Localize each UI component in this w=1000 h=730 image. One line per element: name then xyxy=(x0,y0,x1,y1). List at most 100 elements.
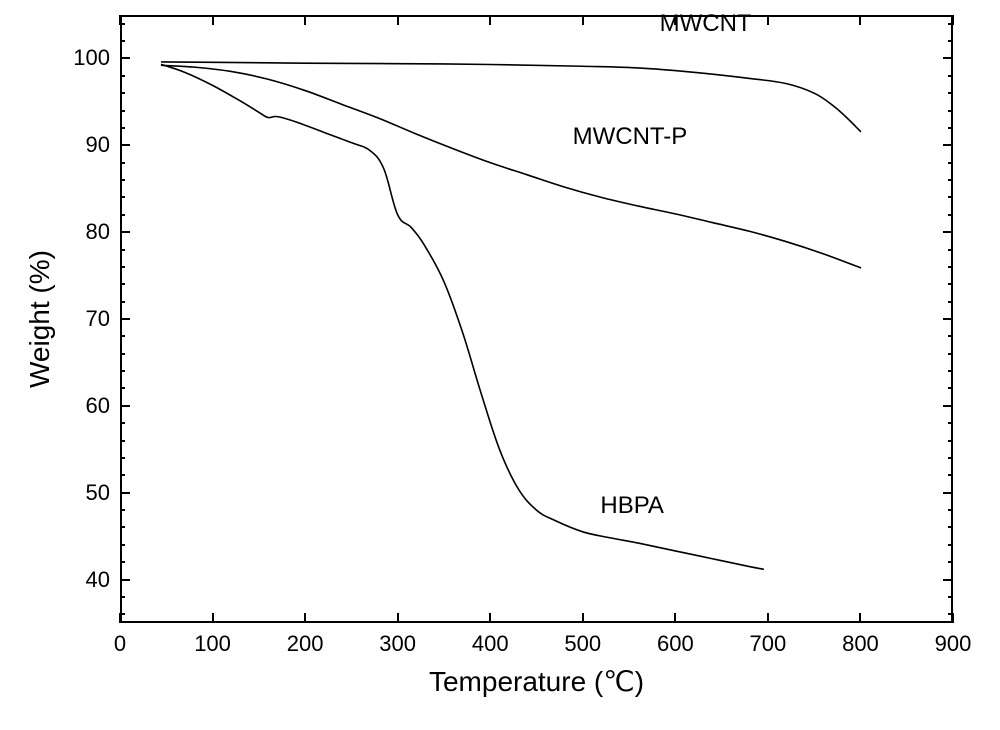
y-minor-tick xyxy=(120,301,125,303)
x-tick-top xyxy=(767,15,769,25)
x-tick xyxy=(212,613,214,623)
series-mwcnt-p xyxy=(162,65,861,267)
x-tick-label: 400 xyxy=(460,631,520,657)
y-minor-tick-right xyxy=(948,162,953,164)
x-tick xyxy=(397,613,399,623)
y-minor-tick xyxy=(120,474,125,476)
y-minor-tick-right xyxy=(948,92,953,94)
y-minor-tick-right xyxy=(948,440,953,442)
y-minor-tick-right xyxy=(948,596,953,598)
x-tick xyxy=(674,613,676,623)
x-tick xyxy=(304,613,306,623)
y-tick-right xyxy=(943,492,953,494)
y-tick-label: 50 xyxy=(50,480,110,506)
y-minor-tick xyxy=(120,179,125,181)
y-minor-tick xyxy=(120,283,125,285)
series-label-hbpa: HBPA xyxy=(600,492,664,520)
x-tick-label: 700 xyxy=(738,631,798,657)
y-minor-tick-right xyxy=(948,544,953,546)
y-minor-tick-right xyxy=(948,613,953,615)
y-minor-tick-right xyxy=(948,214,953,216)
y-minor-tick-right xyxy=(948,353,953,355)
y-minor-tick-right xyxy=(948,387,953,389)
y-minor-tick xyxy=(120,127,125,129)
y-tick xyxy=(120,57,130,59)
y-tick-right xyxy=(943,231,953,233)
y-tick xyxy=(120,405,130,407)
y-minor-tick xyxy=(120,92,125,94)
x-tick-label: 500 xyxy=(553,631,613,657)
y-tick xyxy=(120,579,130,581)
y-minor-tick xyxy=(120,196,125,198)
y-minor-tick xyxy=(120,544,125,546)
series-mwcnt xyxy=(162,62,861,131)
y-minor-tick xyxy=(120,387,125,389)
plot-area xyxy=(120,15,953,623)
y-tick-label: 70 xyxy=(50,306,110,332)
y-minor-tick xyxy=(120,526,125,528)
x-tick-label: 900 xyxy=(923,631,983,657)
y-minor-tick-right xyxy=(948,110,953,112)
y-minor-tick-right xyxy=(948,422,953,424)
y-minor-tick xyxy=(120,214,125,216)
y-minor-tick-right xyxy=(948,457,953,459)
y-minor-tick-right xyxy=(948,561,953,563)
y-tick xyxy=(120,231,130,233)
y-minor-tick-right xyxy=(948,266,953,268)
y-tick-label: 80 xyxy=(50,219,110,245)
y-minor-tick xyxy=(120,249,125,251)
y-minor-tick xyxy=(120,162,125,164)
y-minor-tick xyxy=(120,370,125,372)
y-minor-tick xyxy=(120,75,125,77)
y-tick-label: 100 xyxy=(50,45,110,71)
y-minor-tick xyxy=(120,440,125,442)
y-minor-tick xyxy=(120,335,125,337)
y-minor-tick-right xyxy=(948,283,953,285)
x-tick-top xyxy=(859,15,861,25)
x-tick-label: 0 xyxy=(90,631,150,657)
y-minor-tick xyxy=(120,40,125,42)
x-tick-label: 100 xyxy=(183,631,243,657)
x-tick-label: 300 xyxy=(368,631,428,657)
y-minor-tick-right xyxy=(948,127,953,129)
y-minor-tick xyxy=(120,561,125,563)
y-minor-tick xyxy=(120,457,125,459)
x-tick-top xyxy=(397,15,399,25)
x-tick xyxy=(489,613,491,623)
x-tick-label: 200 xyxy=(275,631,335,657)
y-tick-right xyxy=(943,579,953,581)
y-minor-tick xyxy=(120,23,125,25)
y-tick-right xyxy=(943,405,953,407)
x-tick-top xyxy=(489,15,491,25)
y-minor-tick-right xyxy=(948,249,953,251)
y-minor-tick xyxy=(120,422,125,424)
x-axis-title: Temperature (℃) xyxy=(337,665,737,698)
x-tick-top xyxy=(212,15,214,25)
y-minor-tick xyxy=(120,266,125,268)
y-tick-right xyxy=(943,318,953,320)
x-tick xyxy=(582,613,584,623)
y-tick-label: 60 xyxy=(50,393,110,419)
y-minor-tick-right xyxy=(948,509,953,511)
tga-chart: Temperature (℃) Weight (%) 0100200300400… xyxy=(0,0,1000,730)
series-label-mwcnt: MWCNT xyxy=(660,10,752,38)
y-tick xyxy=(120,144,130,146)
y-minor-tick-right xyxy=(948,23,953,25)
series-label-mwcnt-p: MWCNT-P xyxy=(573,123,688,151)
x-tick xyxy=(859,613,861,623)
x-tick-label: 800 xyxy=(830,631,890,657)
y-minor-tick-right xyxy=(948,40,953,42)
y-minor-tick-right xyxy=(948,301,953,303)
y-tick-label: 90 xyxy=(50,132,110,158)
y-minor-tick-right xyxy=(948,474,953,476)
curves-layer xyxy=(120,15,953,623)
y-tick xyxy=(120,492,130,494)
y-minor-tick-right xyxy=(948,75,953,77)
y-tick-label: 40 xyxy=(50,567,110,593)
y-minor-tick-right xyxy=(948,526,953,528)
y-minor-tick xyxy=(120,110,125,112)
y-minor-tick xyxy=(120,613,125,615)
y-minor-tick xyxy=(120,353,125,355)
y-tick-right xyxy=(943,144,953,146)
x-tick xyxy=(767,613,769,623)
